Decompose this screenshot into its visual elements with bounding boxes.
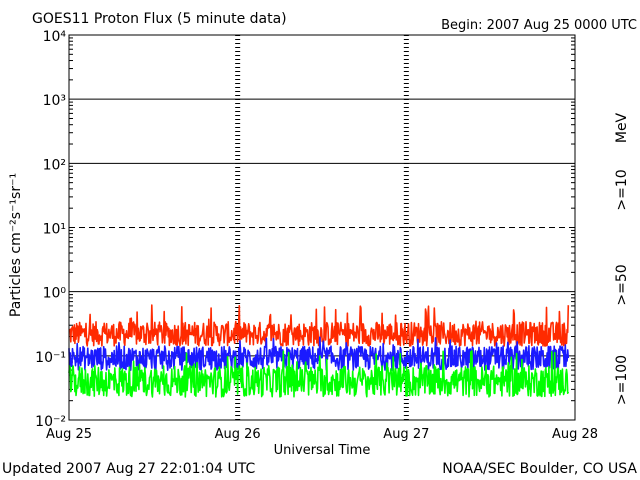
- credit-label: NOAA/SEC Boulder, CO USA: [442, 461, 637, 477]
- series-line: [68, 304, 570, 347]
- x-tick-label: Aug 27: [383, 427, 429, 442]
- y-tick-label: 10⁰: [43, 286, 67, 302]
- updated-timestamp: Updated 2007 Aug 27 22:01:04 UTC: [2, 461, 255, 477]
- legend-entry: >=10: [614, 169, 630, 210]
- x-axis-label: Universal Time: [274, 443, 371, 458]
- x-tick-label: Aug 28: [552, 427, 598, 442]
- series-layer: [68, 304, 570, 398]
- x-tick-labels: Aug 25 Aug 26 Aug 27 Aug 28: [46, 427, 598, 442]
- chart-title: GOES11 Proton Flux (5 minute data): [32, 11, 287, 27]
- x-tick-label: Aug 25: [46, 427, 92, 442]
- grid-lines: [69, 35, 575, 420]
- legend-entry: >=100: [614, 355, 630, 405]
- y-axis-label: Particles cm⁻²s⁻¹sr⁻¹: [8, 173, 24, 317]
- y-tick-label: 10⁻²: [35, 414, 66, 430]
- y-tick-label: 10²: [43, 157, 66, 173]
- units-label: MeV: [614, 112, 630, 143]
- y-tick-label: 10³: [43, 93, 66, 109]
- begin-label: Begin: 2007 Aug 25 0000 UTC: [441, 18, 637, 33]
- legend-entry: >=50: [614, 264, 630, 305]
- y-tick-label: 10⁴: [43, 29, 67, 45]
- plot-frame: [68, 34, 576, 421]
- y-tick-labels: 10⁴ 10³ 10² 10¹ 10⁰ 10⁻¹ 10⁻²: [35, 29, 66, 430]
- legend: >=10 >=50 >=100: [614, 169, 630, 405]
- series-line: [68, 349, 570, 398]
- y-tick-label: 10⁻¹: [35, 350, 66, 366]
- x-tick-label: Aug 26: [215, 427, 261, 442]
- y-tick-label: 10¹: [43, 222, 66, 238]
